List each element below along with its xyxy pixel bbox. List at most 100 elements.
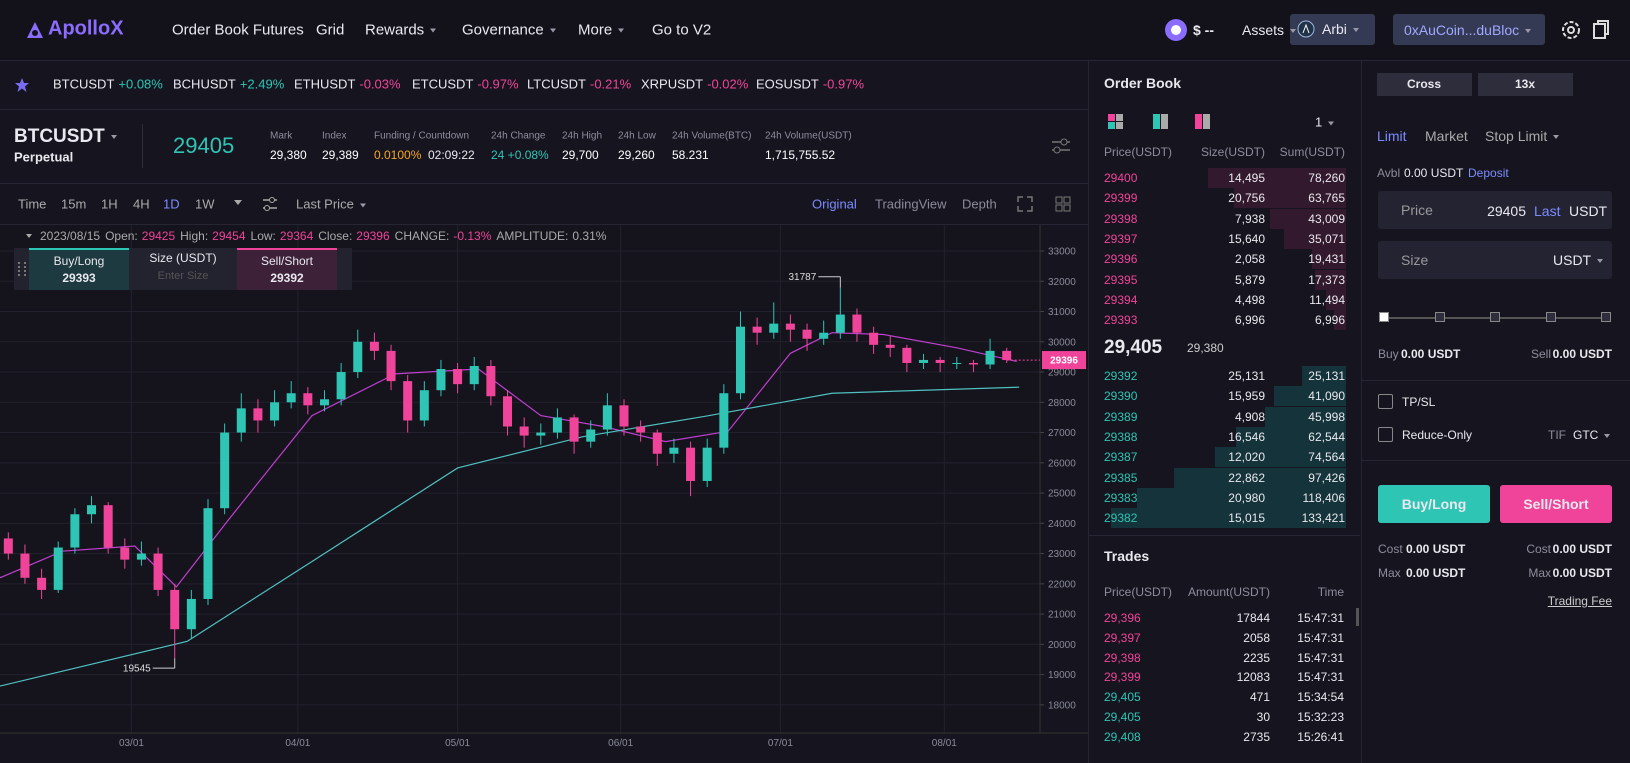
size-unit[interactable]: USDT — [1553, 252, 1603, 268]
copy-icon[interactable] — [1591, 19, 1611, 41]
book-price[interactable]: 29393 — [1104, 313, 1138, 328]
tpsl-checkbox[interactable] — [1378, 394, 1393, 409]
candle-body — [835, 314, 845, 333]
interval[interactable]: 1D — [163, 196, 180, 212]
price-type[interactable]: Last Price — [296, 197, 366, 212]
trade-price: 29,397 — [1104, 630, 1141, 645]
y-tick-label: 28000 — [1048, 398, 1076, 409]
high-annotation-label: 31787 — [789, 272, 817, 283]
margin-button[interactable] — [1377, 73, 1472, 96]
nav-item[interactable]: Go to V2 — [652, 21, 712, 39]
indicator-icon[interactable] — [261, 195, 279, 213]
interval-more[interactable] — [234, 200, 242, 205]
order-type[interactable]: Limit — [1377, 128, 1407, 144]
trade-price: 29,399 — [1104, 670, 1141, 685]
chart-view[interactable]: Original — [812, 196, 857, 212]
book-price[interactable]: 29400 — [1104, 171, 1138, 185]
ticker-symbol[interactable]: EOSUSDT -0.97% — [756, 76, 865, 92]
candle-body — [935, 359, 945, 363]
book-view-icons[interactable] — [1108, 113, 1218, 131]
book-price[interactable]: 29399 — [1104, 191, 1138, 206]
ticker-symbol[interactable]: ETCUSDT -0.97% — [412, 76, 519, 92]
order-type[interactable]: Market — [1425, 128, 1468, 144]
cost-buy-value: 0.00 USDT — [1406, 542, 1466, 556]
info-collapse[interactable] — [26, 234, 32, 238]
book-price[interactable]: 29397 — [1104, 231, 1138, 246]
book-price[interactable]: 29389 — [1104, 409, 1138, 424]
logo-icon — [27, 22, 43, 38]
symbol-name[interactable]: BTCUSDT — [14, 126, 117, 148]
order-type[interactable]: Stop Limit — [1485, 128, 1559, 144]
candle-body — [336, 372, 346, 400]
depth-select[interactable]: 1 — [1315, 115, 1334, 130]
sell-button[interactable] — [1500, 485, 1612, 523]
slider-knob[interactable] — [1434, 312, 1445, 322]
book-price[interactable]: 29392 — [1104, 369, 1138, 383]
leverage-button[interactable] — [1478, 73, 1573, 96]
assets-link[interactable]: Assets — [1242, 22, 1296, 38]
book-sum: 41,090 — [1308, 389, 1345, 404]
nav-item[interactable]: Governance — [462, 22, 556, 39]
book-price[interactable]: 29388 — [1104, 429, 1138, 444]
book-price[interactable]: 29396 — [1104, 252, 1138, 267]
settings-sliders[interactable] — [1050, 136, 1072, 156]
interval[interactable]: 1W — [195, 196, 215, 212]
nav-item[interactable]: Grid — [316, 21, 345, 39]
favorite-star[interactable] — [14, 77, 30, 93]
layout-icon[interactable] — [1054, 195, 1072, 213]
interval[interactable]: Time — [18, 196, 47, 212]
order-book-panel — [1088, 61, 1362, 763]
book-price[interactable]: 29395 — [1104, 272, 1138, 287]
trade-price: 29,405 — [1104, 690, 1141, 705]
quick-sell-label: Sell/Short — [260, 254, 314, 268]
interval[interactable]: 15m — [61, 196, 87, 212]
book-price[interactable]: 29383 — [1104, 490, 1138, 505]
book-price[interactable]: 29394 — [1104, 292, 1138, 307]
fullscreen-icon[interactable] — [1016, 195, 1034, 213]
deposit-link[interactable]: Deposit — [1468, 166, 1509, 180]
book-sum: 19,431 — [1308, 252, 1345, 267]
candle-body — [885, 344, 895, 348]
interval[interactable]: 1H — [101, 196, 118, 212]
buy-value: 0.00 USDT — [1401, 347, 1461, 361]
book-price[interactable]: 29390 — [1104, 389, 1138, 404]
ticker-change: +2.49% — [239, 76, 285, 92]
book-price[interactable]: 29398 — [1104, 211, 1138, 226]
ticker-symbol[interactable]: BCHUSDT +2.49% — [173, 76, 285, 92]
quick-buy-price: 29393 — [62, 271, 96, 285]
candle-body — [270, 402, 280, 421]
wallet-address[interactable]: 0xAuCoin...duBloc — [1404, 22, 1531, 38]
slider-knob[interactable] — [1490, 312, 1500, 322]
trading-fee-link[interactable]: Trading Fee — [1547, 594, 1612, 608]
tif-value[interactable]: GTC — [1573, 428, 1610, 442]
nav-item[interactable]: Order Book Futures — [172, 21, 304, 39]
quick-sell[interactable] — [237, 248, 337, 290]
quick-size-input[interactable]: Enter Size — [157, 270, 209, 282]
slider-knob[interactable] — [1379, 312, 1389, 322]
ticker-symbol[interactable]: ETHUSDT -0.03% — [294, 76, 401, 92]
book-size: 16,546 — [1228, 429, 1265, 444]
chart-view[interactable]: Depth — [962, 196, 997, 212]
candle-body — [636, 426, 646, 433]
buy-button[interactable] — [1378, 485, 1490, 523]
settings-icon[interactable] — [1560, 19, 1582, 41]
price-last[interactable]: Last — [1534, 203, 1561, 219]
network-label[interactable]: Arbi — [1322, 21, 1359, 37]
ticker-symbol[interactable]: BTCUSDT +0.08% — [53, 76, 163, 92]
nav-item[interactable]: More — [578, 22, 624, 39]
chart-view[interactable]: TradingView — [875, 196, 947, 212]
interval[interactable]: 4H — [133, 196, 150, 212]
book-price[interactable]: 29387 — [1104, 450, 1138, 465]
book-price[interactable]: 29385 — [1104, 470, 1138, 485]
candle-body — [1002, 350, 1012, 361]
slider-knob[interactable] — [1545, 312, 1556, 322]
ticker-symbol[interactable]: LTCUSDT -0.21% — [527, 76, 632, 92]
ticker-symbol[interactable]: XRPUSDT -0.02% — [641, 76, 749, 92]
reduce-checkbox[interactable] — [1378, 427, 1393, 442]
slider-knob[interactable] — [1601, 312, 1611, 322]
book-price[interactable]: 29382 — [1104, 511, 1138, 526]
nav-item[interactable]: Rewards — [365, 22, 436, 39]
price-input[interactable] — [1378, 191, 1612, 229]
quick-buy[interactable] — [29, 248, 129, 290]
panel-divider — [1089, 535, 1360, 536]
